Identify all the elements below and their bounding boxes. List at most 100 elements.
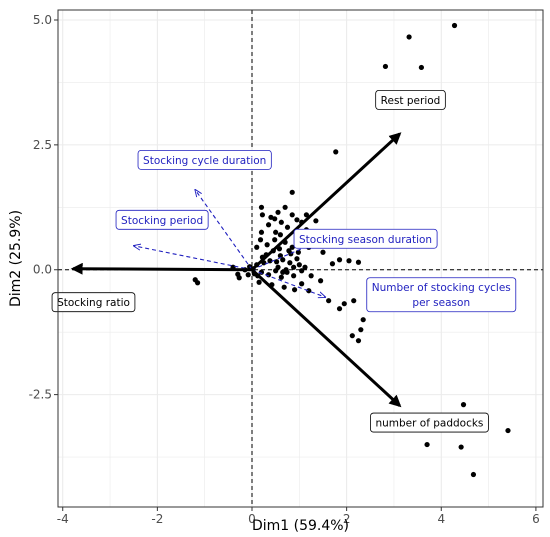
data-point: [284, 224, 291, 230]
data-point: [451, 22, 458, 29]
data-point: [258, 229, 265, 235]
data-point: [280, 257, 286, 263]
active-variable-label-box: [375, 90, 446, 110]
active-variable-label: Stocking ratio: [51, 292, 136, 313]
data-point: [277, 253, 283, 259]
data-point: [358, 327, 364, 333]
data-point: [382, 63, 389, 70]
supplementary-variable-label-text: per season: [412, 297, 470, 309]
x-tick-label: -4: [57, 512, 69, 526]
data-point: [303, 212, 310, 218]
data-point: [282, 204, 288, 210]
data-point: [258, 269, 265, 275]
data-point: [326, 298, 332, 304]
data-point: [458, 444, 464, 450]
data-point: [264, 242, 270, 248]
data-point: [291, 273, 297, 279]
data-point: [286, 248, 292, 254]
data-point: [295, 249, 301, 255]
active-variable-label-text: Stocking ratio: [57, 297, 130, 309]
data-point: [355, 259, 362, 265]
data-point: [320, 249, 326, 255]
supplementary-arrow: [134, 246, 253, 271]
data-point: [349, 333, 355, 339]
x-tick-label: 4: [437, 512, 445, 526]
x-tick-label: 6: [532, 512, 540, 526]
data-point: [256, 279, 262, 285]
variable-labels: Rest period number of paddocks Stocking ra…: [51, 90, 517, 433]
data-point: [470, 471, 477, 478]
x-axis-title: Dim1 (59.4%): [252, 518, 349, 534]
data-point: [275, 209, 281, 215]
data-point: [194, 280, 201, 286]
x-tick-label: 2: [343, 512, 351, 526]
active-arrow: [250, 268, 402, 408]
supplementary-variable-label-text: Number of stocking cycles: [372, 282, 511, 294]
active-variable-label-text: number of paddocks: [375, 418, 483, 430]
y-tick-label: 5.0: [33, 13, 52, 27]
data-point: [336, 257, 343, 263]
data-point: [259, 212, 266, 218]
panel-border: [57, 9, 544, 508]
active-variable-label: number of paddocks: [370, 412, 489, 433]
data-point: [258, 204, 265, 210]
data-point: [294, 256, 300, 262]
supplementary-variable-label: Stocking period: [115, 209, 209, 230]
supplementary-arrow: [251, 269, 325, 297]
active-variable-label-box: [51, 292, 136, 313]
y-tick-label: 2.5: [33, 138, 52, 152]
data-point: [346, 258, 352, 264]
data-point: [294, 217, 300, 223]
data-point: [273, 229, 279, 235]
data-point: [277, 232, 283, 238]
data-point: [299, 268, 305, 274]
active-arrow: [70, 262, 253, 275]
data-point: [275, 264, 281, 270]
data-point: [308, 273, 314, 279]
data-point: [299, 281, 305, 287]
supplementary-variable-label: Stocking cycle duration: [137, 149, 272, 170]
data-point: [313, 218, 319, 224]
data-point: [254, 244, 260, 250]
active-variable-label: Rest period: [375, 90, 446, 110]
data-point: [257, 237, 264, 243]
data-point: [289, 212, 295, 218]
data-point: [291, 287, 298, 293]
data-point: [306, 288, 312, 294]
data-point: [287, 260, 293, 266]
supplementary-variable-label-box: [115, 209, 209, 230]
supplementary-variable-label-box: [366, 277, 517, 313]
supplementary-variable-label-text: Stocking cycle duration: [143, 155, 266, 167]
supplementary-variable-label-text: Stocking period: [121, 215, 203, 227]
supplementary-variable-label: Stocking season duration: [293, 228, 438, 249]
supplementary-variable-label-box: [293, 228, 438, 249]
data-point: [296, 262, 302, 268]
x-tick-label: -2: [151, 512, 163, 526]
y-tick-label: -2.5: [29, 388, 52, 402]
data-point: [265, 222, 272, 228]
data-point: [272, 216, 278, 222]
data-point: [360, 317, 366, 323]
data-point: [291, 264, 297, 270]
data-point: [333, 149, 339, 155]
supplementary-variable-label-box: [137, 149, 272, 170]
data-point: [289, 244, 295, 250]
data-point: [341, 301, 347, 307]
data-point: [460, 402, 467, 408]
data-point: [272, 237, 278, 243]
data-points: [192, 22, 511, 478]
data-point: [302, 264, 308, 270]
axis-ticks: -4 -2 0 2 4 6 -2.5 0.0 2.5 5.0: [29, 13, 540, 526]
y-tick-label: 0.0: [33, 263, 52, 277]
data-point: [424, 441, 430, 448]
active-arrow: [250, 132, 402, 271]
y-axis-title: Dim2 (25.9%): [8, 210, 24, 307]
data-point: [236, 275, 242, 281]
data-point: [505, 427, 511, 434]
active-variable-label-text: Rest period: [381, 95, 441, 107]
data-point: [289, 189, 295, 195]
grid-lines: [58, 10, 543, 507]
supplementary-variable-label: Number of stocking cycles per season: [366, 277, 517, 313]
data-point: [280, 269, 286, 275]
data-point: [329, 261, 336, 267]
